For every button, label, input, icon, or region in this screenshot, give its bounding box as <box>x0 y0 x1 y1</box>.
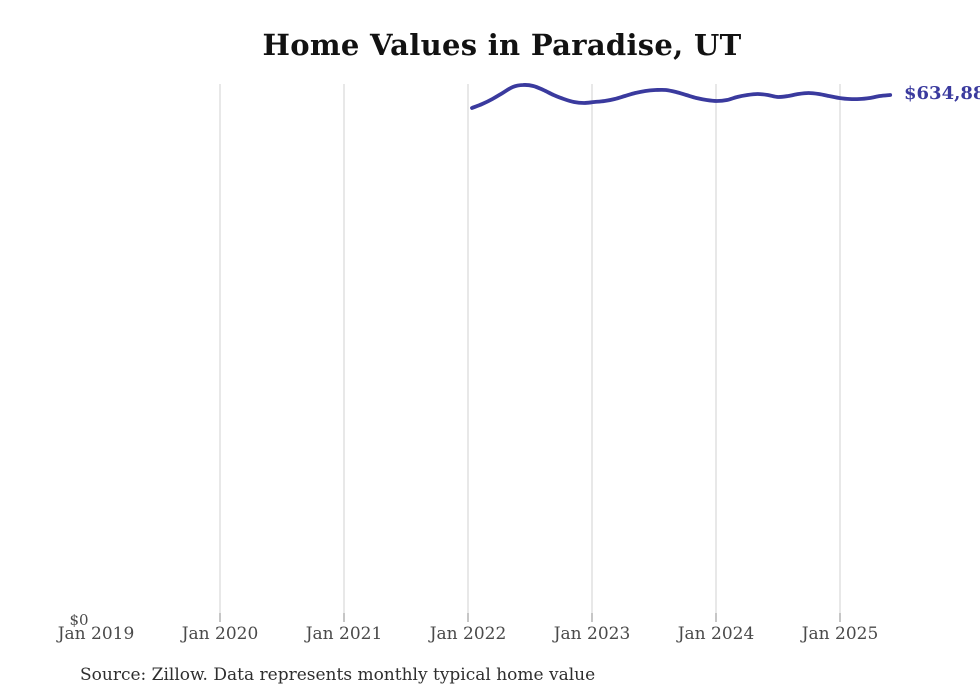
home-value-line <box>470 83 893 110</box>
source-note: Source: Zillow. Data represents monthly … <box>80 665 596 685</box>
x-tick-label: Jan 2022 <box>429 624 507 644</box>
axis-ticks <box>219 613 841 622</box>
y-axis-zero-label: $0 <box>69 611 89 629</box>
x-tick-label: Jan 2020 <box>181 624 259 644</box>
gridlines <box>219 84 841 613</box>
x-tick-label: Jan 2025 <box>801 624 879 644</box>
x-tick-label: Jan 2023 <box>553 624 631 644</box>
series-end-value-label: $634,880 <box>904 83 980 104</box>
x-tick-label: Jan 2024 <box>677 624 755 644</box>
x-tick-label: Jan 2019 <box>57 624 135 644</box>
chart-title: Home Values in Paradise, UT <box>262 28 742 62</box>
x-tick-label: Jan 2021 <box>305 624 383 644</box>
